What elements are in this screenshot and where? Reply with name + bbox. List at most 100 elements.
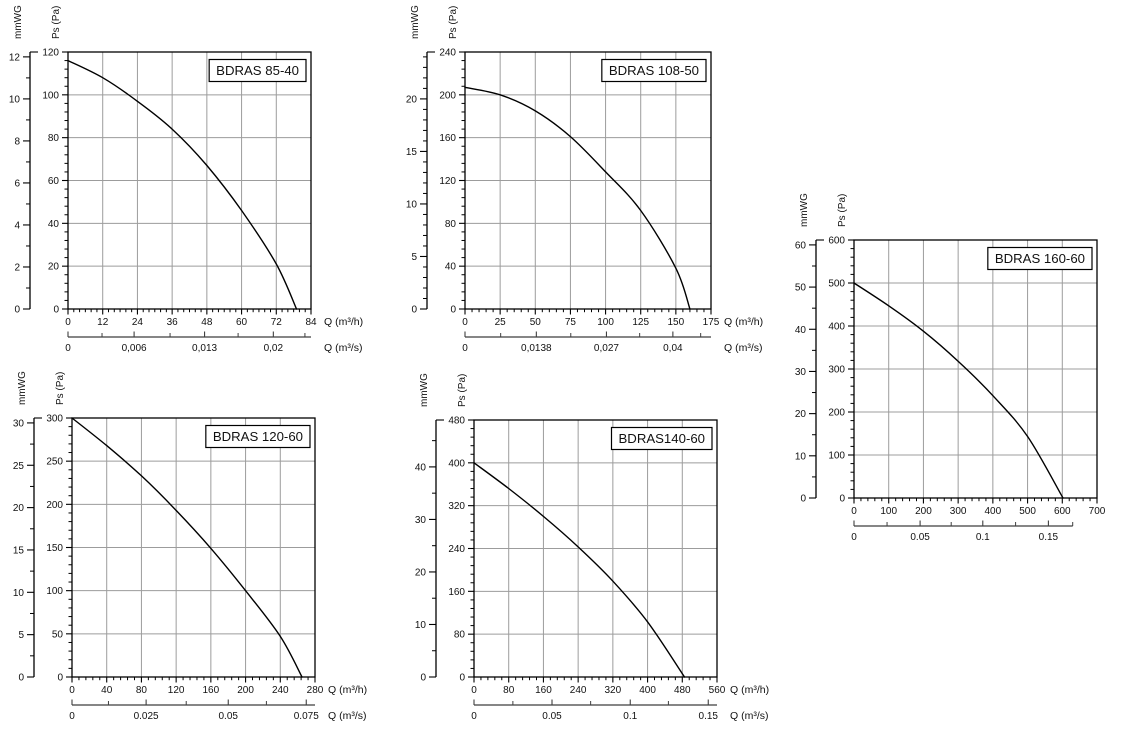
pa-tick-label: 0 [839, 494, 845, 505]
x-tick-label: 160 [535, 685, 552, 696]
flow-h-unit-label: Q (m³/h) [730, 684, 769, 696]
flow-s-tick-label: 0,013 [192, 343, 217, 354]
x-tick-label: 80 [503, 685, 515, 696]
pa-unit-label: Ps (Pa) [837, 194, 848, 227]
mmwg-unit-label: mmWG [17, 371, 28, 405]
pa-tick-label: 0 [57, 673, 63, 684]
mmwg-tick-label: 20 [795, 409, 807, 420]
chart-title: BDRAS 85-40 [216, 63, 299, 78]
mmwg-unit-label: mmWG [799, 193, 810, 227]
flow-s-tick-label: 0.1 [623, 711, 637, 722]
x-tick-label: 400 [639, 685, 656, 696]
x-tick-label: 300 [950, 506, 967, 517]
mmwg-tick-label: 15 [13, 545, 25, 556]
mmwg-tick-label: 0 [14, 305, 20, 316]
flow-s-tick-label: 0,02 [264, 343, 284, 354]
mmwg-tick-label: 20 [13, 503, 25, 514]
mmwg-tick-label: 20 [415, 567, 427, 578]
chart-bdras-85-40: 0 12 24 36 48 60 72 84 Q (m³/h) 120 100 80 60 40 20 0 12… [0, 0, 390, 366]
pa-tick-label: 0 [53, 305, 59, 316]
chart-svg: 0 80 160 240 320 400 480 560 Q (m³/h)48040032024… [415, 373, 769, 722]
pa-tick-label: 160 [439, 133, 456, 144]
x-tick-label: 0 [462, 317, 468, 328]
chart-title-box [601, 58, 707, 83]
x-tick-label: 0 [471, 685, 477, 696]
pa-tick-label: 200 [46, 500, 63, 511]
pa-tick-label: 100 [828, 451, 845, 462]
flow-s-unit-label: Q (m³/s) [328, 710, 367, 722]
pa-tick-label: 100 [42, 90, 59, 101]
x-tick-label: 12 [97, 317, 109, 328]
x-tick-label: 0 [65, 317, 71, 328]
mmwg-tick-label: 30 [13, 418, 25, 429]
flow-s-tick-label: 0,027 [594, 343, 619, 354]
fan-curve [853, 282, 1064, 499]
mmwg-unit-label: mmWG [419, 373, 430, 407]
chart-title: BDRAS 160-60 [995, 251, 1085, 266]
x-tick-label: 40 [101, 685, 113, 696]
x-tick-label: 48 [201, 317, 213, 328]
chart-title: BDRAS140-60 [619, 431, 706, 446]
mmwg-tick-label: 12 [9, 52, 21, 63]
x-tick-label: 480 [674, 685, 691, 696]
chart-bdras-120-60: 0 40 80 120 160 200 240 280 Q (m³/h) 300 250 200 150… [0, 366, 390, 748]
pa-tick-label: 80 [48, 133, 60, 144]
pa-tick-label: 300 [828, 365, 845, 376]
pa-tick-label: 200 [828, 408, 845, 419]
x-tick-label: 25 [495, 317, 507, 328]
mmwg-tick-label: 10 [9, 94, 21, 105]
mmwg-unit-label: mmWG [13, 5, 24, 39]
flow-s-tick-label: 0,04 [663, 343, 683, 354]
x-tick-label: 500 [1019, 506, 1036, 517]
x-tick-label: 400 [985, 506, 1002, 517]
mmwg-tick-label: 30 [415, 515, 427, 526]
mmwg-tick-label: 4 [14, 220, 20, 231]
chart-title-box [208, 58, 307, 83]
x-tick-label: 240 [570, 685, 587, 696]
pa-tick-label: 600 [828, 236, 845, 247]
chart-svg: 0 25 50 75 100 125 150 175 Q (m³/h)2402001601208… [406, 5, 763, 354]
mmwg-tick-label: 2 [14, 262, 20, 273]
x-tick-label: 120 [168, 685, 185, 696]
pa-tick-label: 120 [439, 176, 456, 187]
x-tick-label: 320 [605, 685, 622, 696]
mmwg-tick-label: 0 [800, 494, 806, 505]
pa-tick-label: 40 [48, 219, 60, 230]
x-tick-label: 84 [305, 317, 317, 328]
x-tick-label: 200 [237, 685, 254, 696]
x-tick-label: 72 [271, 317, 283, 328]
chart-bdras-108-50: 0 25 50 75 100 125 150 175 Q (m³/h) 240 200 160 120 8… [390, 0, 784, 366]
pa-tick-label: 80 [445, 219, 457, 230]
pa-tick-label: 50 [52, 629, 64, 640]
x-tick-label: 125 [632, 317, 649, 328]
flow-s-tick-label: 0 [462, 343, 468, 354]
mmwg-tick-label: 40 [415, 462, 427, 473]
mmwg-tick-label: 25 [13, 461, 25, 472]
mmwg-tick-label: 20 [406, 94, 418, 105]
pa-tick-label: 320 [448, 501, 465, 512]
mmwg-tick-label: 0 [420, 673, 426, 684]
pa-unit-label: Ps (Pa) [457, 374, 468, 407]
mmwg-tick-label: 10 [13, 588, 25, 599]
x-tick-label: 150 [668, 317, 685, 328]
x-tick-label: 700 [1089, 506, 1106, 517]
pa-tick-label: 400 [828, 322, 845, 333]
mmwg-unit-label: mmWG [410, 5, 421, 39]
fan-curve [67, 59, 298, 310]
flow-s-tick-label: 0,006 [122, 343, 147, 354]
chart-svg: 0 40 80 120 160 200 240 280 Q (m³/h)300250200150… [13, 371, 367, 722]
chart-svg: 0 12 24 36 48 60 72 84 Q (m³/h)12010080604020012… [9, 5, 363, 354]
x-tick-label: 100 [597, 317, 614, 328]
mmwg-tick-label: 40 [795, 325, 807, 336]
fan-curve [464, 86, 691, 310]
mmwg-tick-label: 30 [795, 367, 807, 378]
fan-curve [71, 417, 303, 678]
pa-tick-label: 240 [448, 544, 465, 555]
pa-tick-label: 250 [46, 457, 63, 468]
pa-tick-label: 500 [828, 279, 845, 290]
pa-tick-label: 40 [445, 262, 457, 273]
flow-h-unit-label: Q (m³/h) [724, 316, 763, 328]
chart-title: BDRAS 108-50 [609, 63, 699, 78]
flow-s-tick-label: 0.1 [976, 532, 990, 543]
pa-tick-label: 240 [439, 48, 456, 59]
